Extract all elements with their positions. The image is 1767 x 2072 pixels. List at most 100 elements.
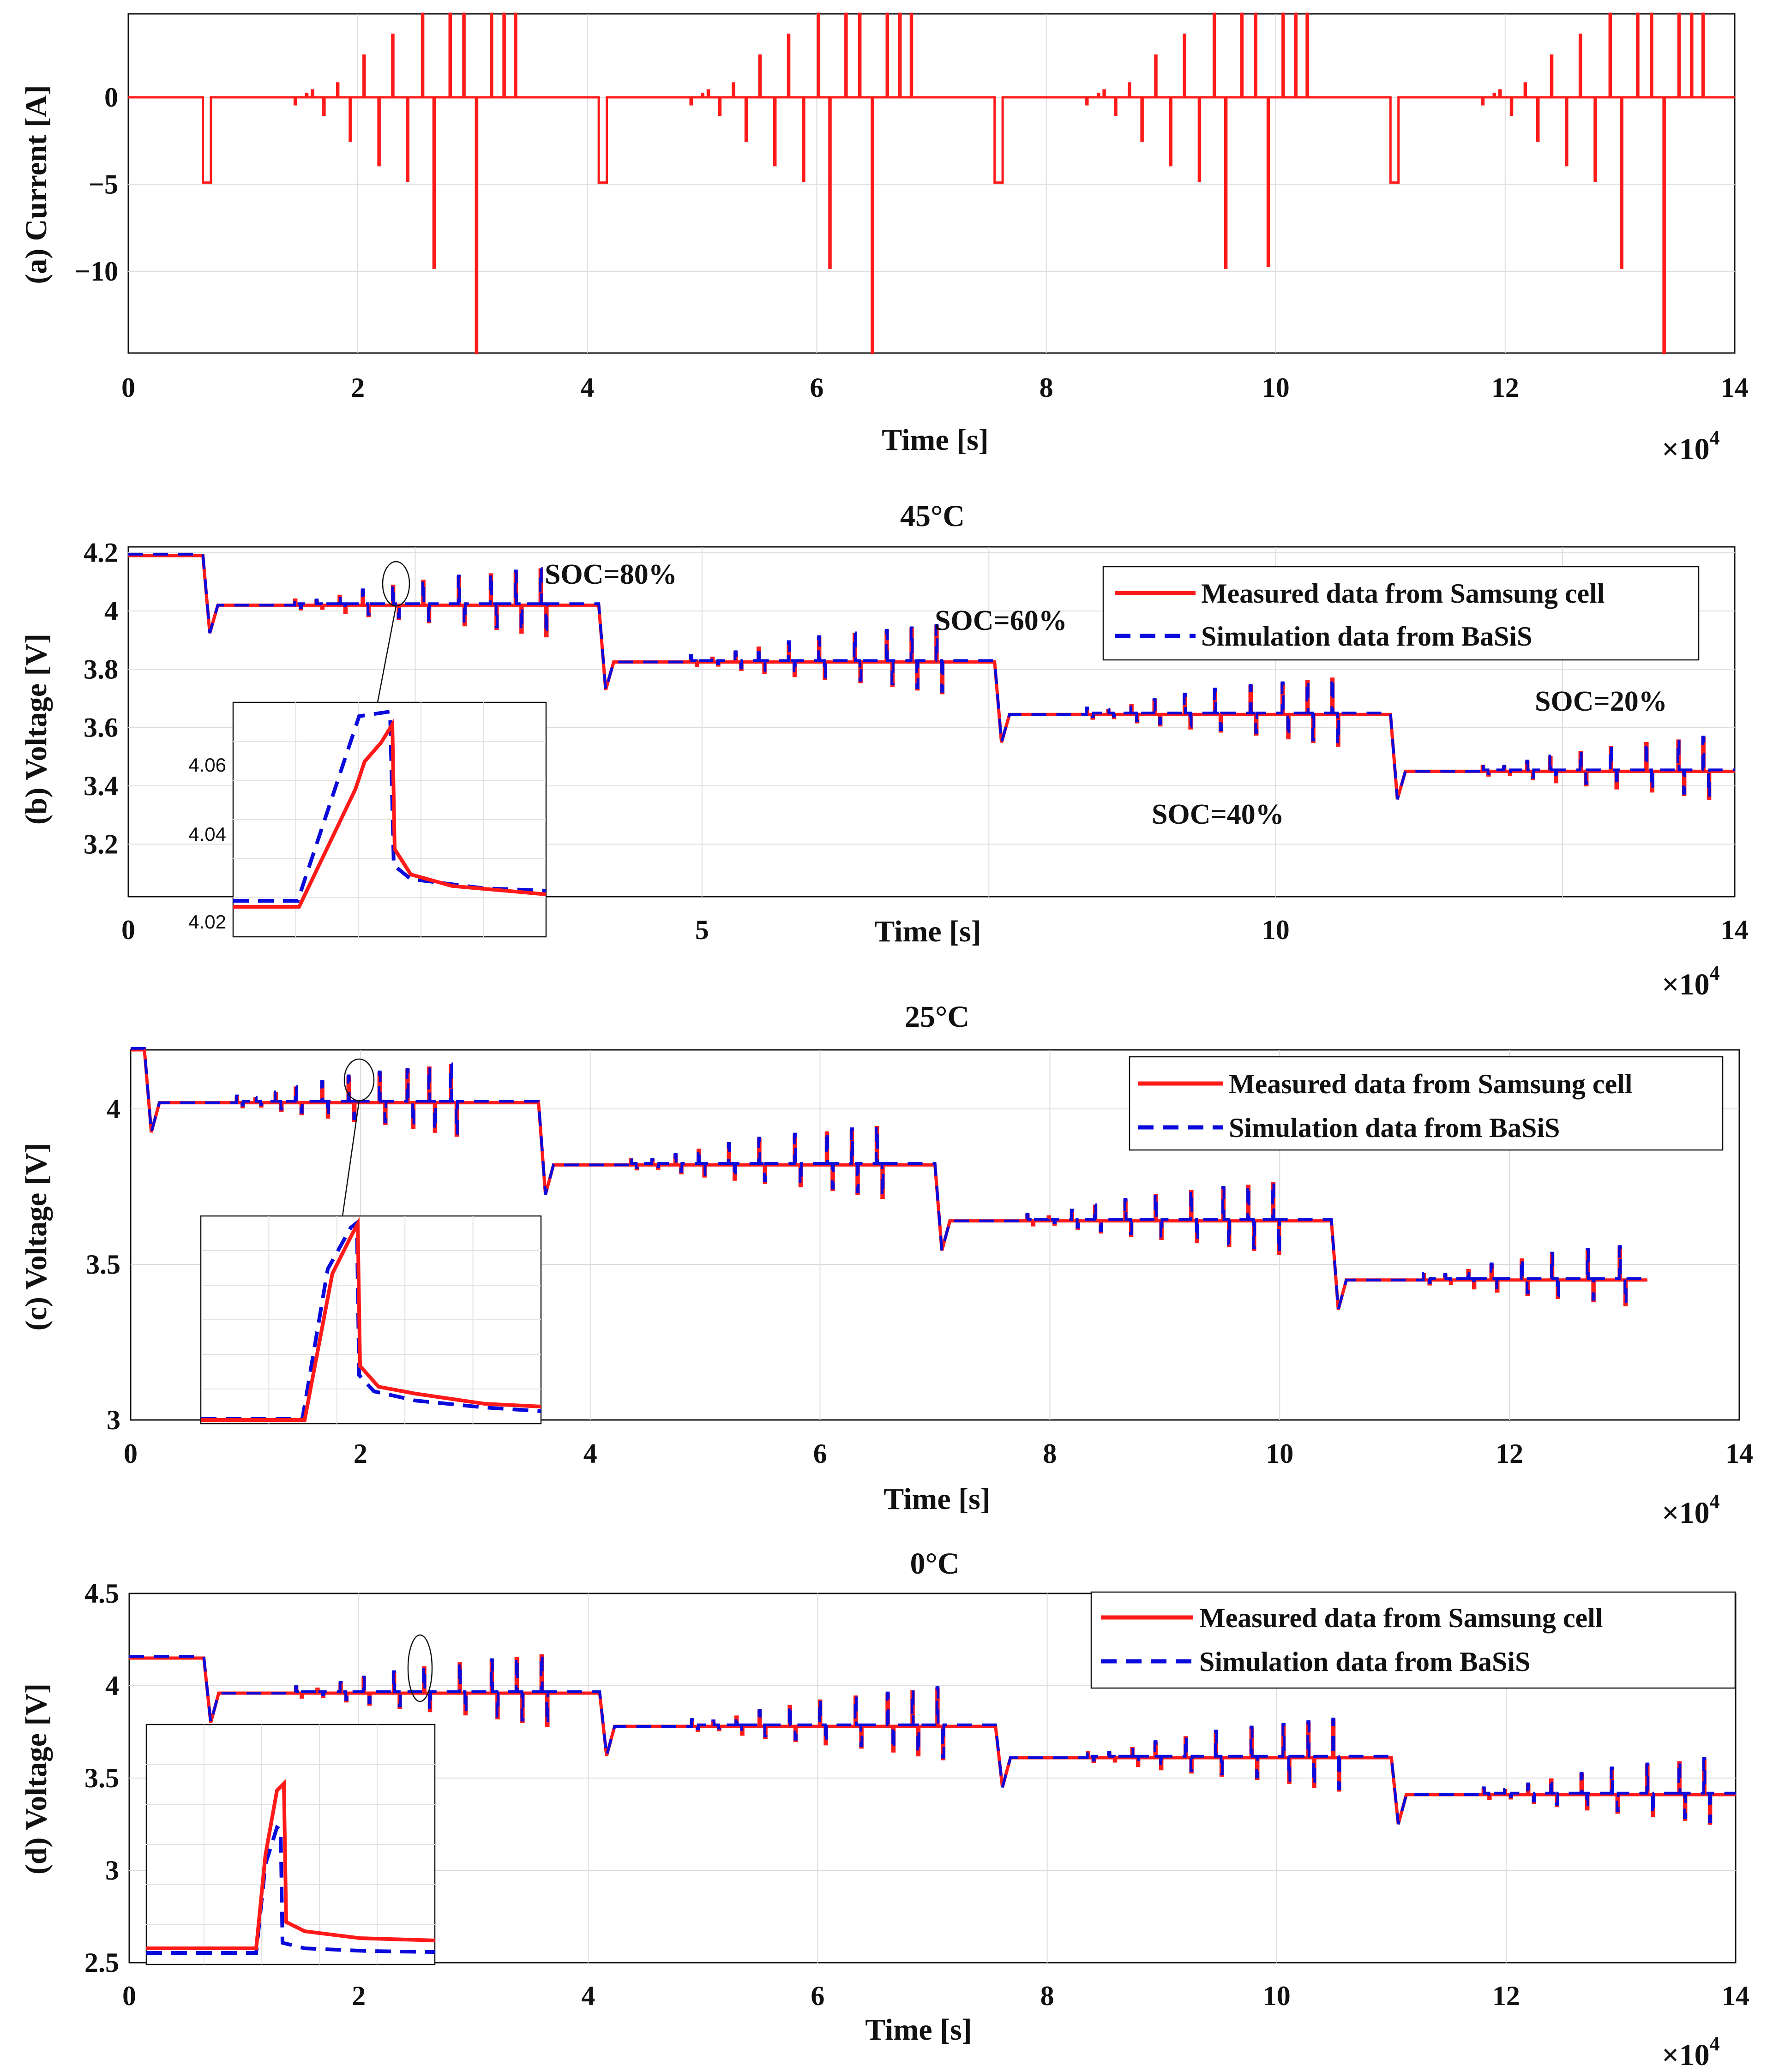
panel-c-25c: 0 2 4 6 8 10 12 14 4 3.5 3 25°C Time [s] (c) Volta… [19, 1000, 1753, 1530]
y-axis-label: (b) Voltage [V] [19, 634, 53, 825]
x-scale-base: ×10 [1662, 1496, 1710, 1530]
chart-title: 25°C [905, 1000, 969, 1034]
legend: Measured data from Samsung cell Simulati… [1129, 1056, 1724, 1151]
y-tick-label: −5 [89, 169, 118, 199]
x-tick-label: 12 [1491, 372, 1519, 403]
y-axis-label: (d) Voltage [V] [19, 1683, 53, 1874]
legend-simulated-label: Simulation data from BaSiS [1199, 1647, 1530, 1677]
y-tick-label: 4.2 [84, 538, 118, 568]
x-tick-label: 10 [1266, 1438, 1293, 1469]
x-tick-label: 14 [1722, 1981, 1749, 2011]
x-tick-label: 4 [581, 1981, 595, 2011]
x-tick-label: 10 [1262, 372, 1290, 403]
inset-25c [200, 1215, 542, 1425]
x-tick-label: 0 [122, 1981, 136, 2011]
y-tick-label: 4.5 [84, 1578, 119, 1609]
y-tick-label: 2.5 [84, 1947, 119, 1978]
current-series-line [128, 12, 1735, 354]
legend-box [1102, 566, 1700, 661]
inset-measured-line [201, 1216, 541, 1422]
soc-20-annotation: SOC=20% [1535, 686, 1667, 717]
legend: Measured data from Samsung cell Simulati… [1102, 566, 1700, 661]
y-tick-label: 3.5 [86, 1249, 120, 1280]
x-tick-label: 12 [1496, 1438, 1523, 1469]
legend-box [1090, 1591, 1736, 1689]
simulated-series-line [131, 1047, 1647, 1310]
x-scale-base: ×10 [1662, 968, 1710, 1001]
legend: Measured data from Samsung cell Simulati… [1090, 1591, 1736, 1689]
y-tick-label: 0 [104, 82, 118, 113]
y-tick-label: −10 [75, 256, 118, 287]
inset-45c: 4.06 4.04 4.02 [188, 701, 547, 938]
x-tick-label: 6 [811, 1981, 824, 2011]
x-scale-factor: ×104 [1662, 1490, 1720, 1530]
simulated-series-line [129, 1653, 1736, 1825]
x-tick-label: 2 [352, 1981, 366, 2011]
x-axis-label: Time [s] [865, 2013, 972, 2047]
x-tick-label: 0 [124, 1438, 138, 1469]
x-scale-exponent: 4 [1710, 2032, 1720, 2055]
x-tick-label: 4 [580, 372, 594, 403]
x-axis-label: Time [s] [884, 1482, 991, 1516]
y-axis-label: (c) Voltage [V] [19, 1143, 53, 1331]
legend-simulated-label: Simulation data from BaSiS [1201, 621, 1532, 652]
x-tick-label: 6 [810, 372, 823, 403]
inset-y-tick: 4.02 [188, 911, 226, 933]
chart-title: 45°C [900, 499, 965, 533]
legend-measured-label: Measured data from Samsung cell [1201, 578, 1605, 609]
zoom-leader-line [342, 1100, 360, 1216]
x-scale-exponent: 4 [1710, 426, 1720, 449]
y-tick-label: 3.8 [84, 654, 118, 684]
inset-measured-line [146, 1779, 435, 1950]
x-tick-label: 5 [695, 915, 709, 945]
y-tick-label: 3 [107, 1405, 120, 1435]
x-tick-label: 6 [813, 1438, 827, 1469]
legend-measured-label: Measured data from Samsung cell [1229, 1069, 1632, 1099]
x-scale-factor: ×104 [1662, 426, 1720, 466]
x-tick-label: 8 [1040, 1981, 1054, 2011]
y-tick-label: 3.6 [84, 713, 118, 743]
x-scale-base: ×10 [1662, 432, 1710, 466]
y-tick-label: 3.4 [84, 771, 118, 801]
x-tick-label: 8 [1040, 372, 1053, 403]
x-axis-label: Time [s] [874, 915, 981, 948]
simulated-series-line [128, 552, 1735, 800]
y-tick-label: 3.5 [84, 1763, 119, 1793]
x-scale-base: ×10 [1662, 2038, 1710, 2072]
x-tick-label: 8 [1043, 1438, 1057, 1469]
inset-y-tick: 4.04 [188, 823, 226, 845]
legend-box [1129, 1056, 1724, 1151]
y-tick-label: 4 [107, 1094, 120, 1124]
y-tick-label: 4 [105, 1671, 119, 1701]
x-axis-label: Time [s] [882, 423, 989, 457]
x-tick-label: 2 [351, 372, 365, 403]
panel-b-45c: 0 5 10 14 4.2 4 3.8 3.6 3.4 3.2 45°C Time [s] (b)… [19, 499, 1749, 1001]
x-tick-label: 14 [1721, 372, 1749, 403]
y-tick-label: 3.2 [84, 829, 118, 859]
legend-measured-label: Measured data from Samsung cell [1199, 1603, 1603, 1633]
x-tick-label: 0 [121, 372, 135, 403]
chart-title: 0°C [910, 1547, 959, 1581]
inset-y-tick: 4.06 [188, 754, 226, 776]
zoom-leader-line [377, 605, 397, 703]
legend-simulated-label: Simulation data from BaSiS [1229, 1113, 1560, 1143]
x-tick-label: 10 [1263, 1981, 1291, 2011]
x-tick-label: 14 [1725, 1438, 1753, 1469]
inset-measured-line [233, 718, 547, 909]
y-axis-label: (a) Current [A] [19, 85, 53, 284]
y-tick-label: 4 [104, 596, 118, 626]
x-tick-label: 4 [583, 1438, 597, 1469]
soc-80-annotation: SOC=80% [545, 559, 677, 590]
zoom-marker [407, 1634, 433, 1702]
panel-d-0c: 0 2 4 6 8 10 12 14 4.5 4 3.5 3 2.5 0°C Time [s] (d) … [19, 1547, 1749, 2072]
x-scale-factor: ×104 [1662, 962, 1720, 1001]
x-tick-label: 2 [354, 1438, 367, 1469]
y-tick-label: 3 [105, 1855, 119, 1886]
x-scale-exponent: 4 [1710, 962, 1720, 984]
x-tick-label: 10 [1262, 915, 1290, 945]
inset-0c [145, 1724, 436, 1965]
panel-a-current: 0 2 4 6 8 10 12 14 0 −5 −10 Time [s] (a) Current [… [19, 12, 1749, 466]
plot-frame [127, 13, 1736, 354]
soc-40-annotation: SOC=40% [1152, 799, 1284, 830]
